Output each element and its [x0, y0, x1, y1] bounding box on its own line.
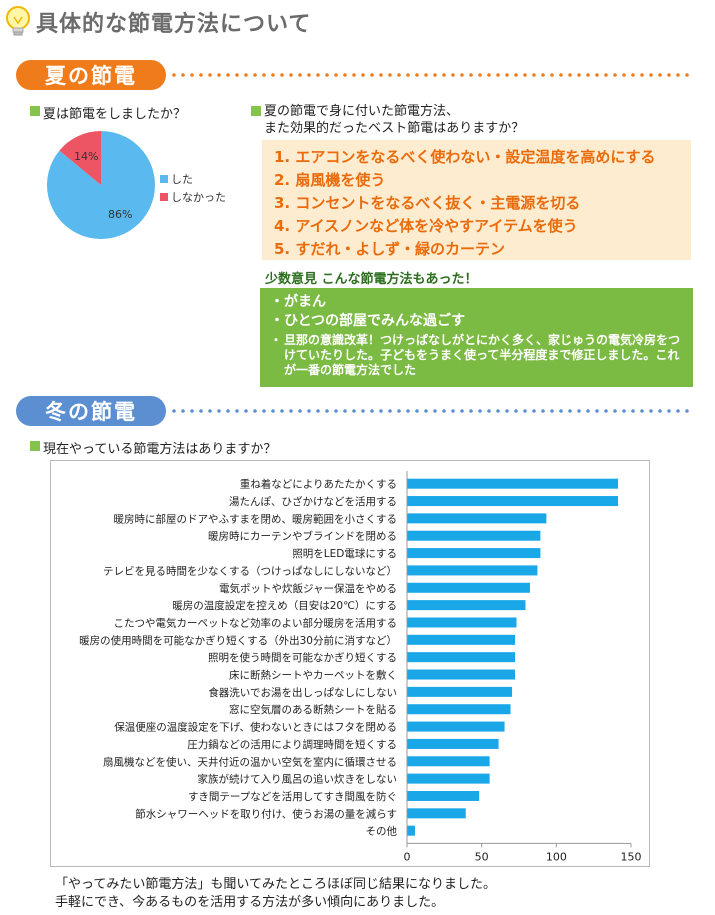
bar — [407, 669, 516, 680]
lightbulb-icon — [6, 6, 30, 36]
category-label: 照明を使う時間を可能なかぎり短くする — [208, 651, 397, 664]
bar — [407, 704, 511, 715]
bar-chart-svg: 重ね着などによりあたたかくする湯たんぽ、ひざかけなどを活用する暖房時に部屋のドア… — [79, 471, 642, 863]
winter-dotted-divider — [172, 409, 697, 413]
bar — [407, 756, 490, 767]
bar — [407, 652, 516, 663]
winter-question-text: 現在やっている節電方法はありますか？ — [43, 442, 277, 457]
category-label: こたつや電気カーペットなど効率のよい部分暖房を活用する — [114, 616, 398, 629]
bar — [407, 513, 547, 524]
best-method-item: 2. 扇風機を使う — [274, 171, 386, 189]
category-label: すき間テープなどを活用してすき間風を防ぐ — [188, 790, 397, 803]
pie-label-yes: 86% — [108, 208, 133, 221]
category-label: その他 — [366, 825, 398, 838]
best-method-item: 1. エアコンをなるべく使わない・設定温度を高めにする — [274, 148, 656, 166]
pie-legend: した しなかった — [160, 170, 226, 206]
best-methods-box: 1. エアコンをなるべく使わない・設定温度を高めにする 2. 扇風機を使う 3.… — [262, 140, 691, 260]
minority-item: ・ がまん — [270, 293, 685, 312]
legend-swatch-no — [160, 193, 168, 201]
pie-slice-no — [59, 131, 101, 185]
footer-line-1: 「やってみたい節電方法」も聞いてみたところほぼ同じ結果になりました。 — [55, 877, 496, 892]
winter-question: 現在やっている節電方法はありますか？ — [30, 438, 276, 457]
category-label: 重ね着などによりあたたかくする — [240, 478, 397, 491]
category-label: 暖房時に部屋のドアやふすまを閉め、暖房範囲を小さくする — [114, 512, 398, 525]
legend-item-no: しなかった — [160, 188, 226, 206]
title-row: 具体的な節電方法について — [4, 4, 311, 40]
bar — [407, 530, 541, 541]
winter-heading: 冬の節電 — [16, 396, 166, 426]
category-label: 節水シャワーヘッドを取り付け、使うお湯の量を減らす — [135, 807, 397, 820]
summer-question-1: 夏は節電をしましたか？ — [30, 103, 186, 122]
minority-opinions-box: ・ がまん ・ ひとつの部屋でみんな過ごす ・ 旦那の意識改革！つけっぱなしがと… — [260, 288, 693, 387]
bar — [407, 808, 466, 819]
bullet: ・ — [270, 313, 284, 329]
bar — [407, 582, 530, 593]
best-method-item: 3. コンセントをなるべく抜く・主電源を切る — [274, 194, 581, 212]
bar — [407, 825, 415, 836]
bullet: ・ — [270, 294, 284, 310]
legend-label-no: しなかった — [171, 191, 226, 204]
best-method-item: 4. アイスノンなど体を冷やすアイテムを使う — [274, 217, 578, 235]
category-label: 食器洗いでお湯を出しっぱなしにしない — [208, 686, 397, 699]
bar — [407, 634, 516, 645]
legend-label-yes: した — [171, 173, 193, 186]
minority-item: ・ ひとつの部屋でみんな過ごす — [270, 312, 685, 331]
summer-heading: 夏の節電 — [16, 60, 166, 90]
footer-note: 「やってみたい節電方法」も聞いてみたところほぼ同じ結果になりました。 手軽にでき… — [55, 876, 496, 912]
x-tick-label: 0 — [404, 850, 411, 863]
category-label: 電気ポットや炊飯ジャー保温をやめる — [219, 582, 397, 595]
x-tick-label: 150 — [621, 850, 642, 863]
bar — [407, 548, 541, 559]
winter-bar-chart: 重ね着などによりあたたかくする湯たんぽ、ひざかけなどを活用する暖房時に部屋のドア… — [50, 460, 650, 867]
bar — [407, 617, 517, 628]
legend-swatch-yes — [160, 175, 168, 183]
bar — [407, 790, 480, 801]
category-label: 床に断熱シートやカーペットを敷く — [229, 669, 397, 682]
footer-line-2: 手軽にでき、今あるものを活用する方法が多い傾向にありました。 — [55, 895, 445, 910]
category-label: 扇風機などを使い、天井付近の温かい空気を室内に循環させる — [103, 755, 397, 768]
bar — [407, 738, 499, 749]
green-square-icon — [30, 441, 40, 451]
summer-dotted-divider — [172, 73, 697, 77]
bar — [407, 565, 538, 576]
minority-item-text: ひとつの部屋でみんな過ごす — [284, 313, 466, 329]
summer-pie-chart: 14% 86% — [46, 130, 156, 240]
category-label: 暖房時にカーテンやブラインドを閉める — [208, 530, 397, 543]
bar — [407, 721, 505, 732]
minority-item-text: 旦那の意識改革！つけっぱなしがとにかく多く、家じゅうの電気冷房をつけていたりした… — [284, 333, 681, 377]
category-label: 暖房の使用時間を可能なかぎり短くする（外出30分前に消すなど） — [79, 634, 397, 647]
summer-question-2-line2: また効果的だったベスト節電はありますか？ — [264, 121, 525, 136]
minority-opinions-title: 少数意見 こんな節電方法もあった！ — [265, 272, 478, 287]
minority-item-text: がまん — [284, 294, 326, 310]
category-label: 湯たんぽ、ひざかけなどを活用する — [229, 495, 397, 508]
bar — [407, 478, 619, 489]
bullet: ・ — [270, 333, 283, 347]
summer-question-2: 夏の節電で身に付いた節電方法、 また効果的だったベスト節電はありますか？ — [251, 103, 524, 137]
bar — [407, 496, 619, 507]
green-square-icon — [251, 106, 261, 116]
category-label: 家族が続けて入り風呂の追い炊きをしない — [198, 773, 398, 786]
category-label: 保温便座の温度設定を下げ、使わないときにはフタを閉める — [114, 721, 397, 734]
winter-section-header: 冬の節電 — [16, 396, 166, 426]
page-title: 具体的な節電方法について — [36, 12, 312, 37]
category-label: 照明をLED電球にする — [292, 547, 397, 560]
x-tick-label: 100 — [546, 850, 567, 863]
summer-question-1-text: 夏は節電をしましたか？ — [43, 107, 187, 122]
summer-section-header: 夏の節電 — [16, 60, 166, 90]
green-square-icon — [30, 106, 40, 116]
best-method-item: 5. すだれ・よしず・緑のカーテン — [274, 240, 506, 258]
pie-label-no: 14% — [74, 150, 99, 163]
category-label: 圧力鍋などの活用により調理時間を短くする — [187, 738, 397, 751]
bar — [407, 773, 490, 784]
x-tick-label: 50 — [475, 850, 489, 863]
bar — [407, 600, 526, 611]
summer-question-2-line1: 夏の節電で身に付いた節電方法、 — [264, 104, 460, 119]
category-label: テレビを見る時間を少なくする（つけっぱなしにしないなど） — [103, 565, 397, 577]
category-label: 窓に空気層のある断熱シートを貼る — [229, 703, 397, 716]
bar — [407, 686, 513, 697]
category-label: 暖房の温度設定を控えめ（目安は20℃）にする — [172, 599, 397, 612]
minority-item: ・ 旦那の意識改革！つけっぱなしがとにかく多く、家じゅうの電気冷房をつけていたり… — [270, 333, 685, 378]
legend-item-yes: した — [160, 170, 226, 188]
